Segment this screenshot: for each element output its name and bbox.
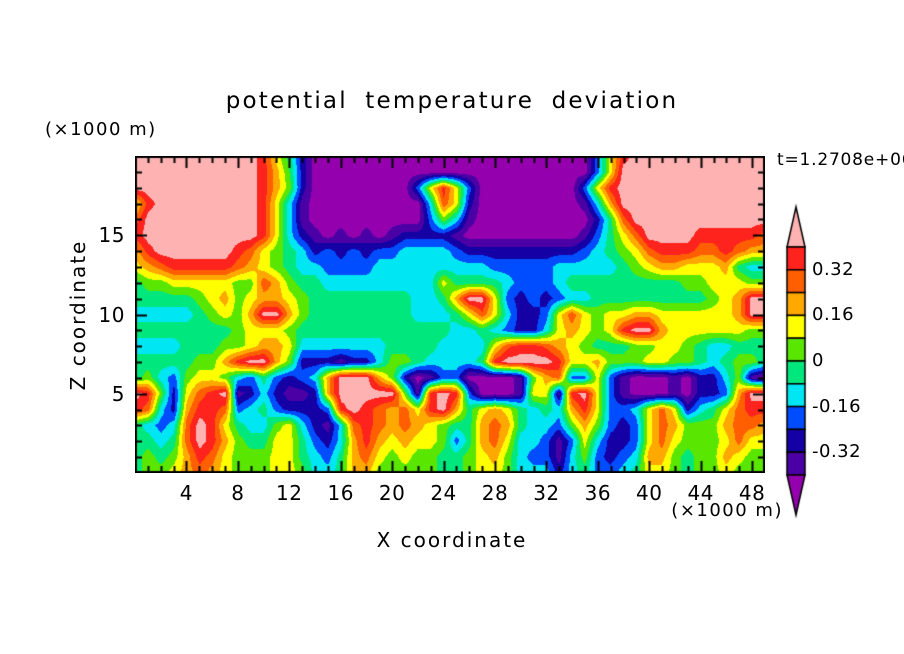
colorbar [779,200,825,530]
x-tick-label: 32 [533,481,560,505]
z-tick-label: 5 [111,381,125,406]
z-tick-label: 15 [98,223,125,248]
x-tick-label: 44 [687,481,714,505]
x-axis-units-label: (×1000 m) [671,500,783,521]
x-tick-label: 20 [378,481,406,505]
plot-title: potential temperature deviation [225,88,679,114]
filled-contour-plot [135,156,765,473]
z-axis-units-label: (×1000 m) [45,119,157,140]
x-tick-label: 16 [327,481,354,505]
x-tick-label: 36 [584,481,612,505]
colorbar-tick-label: -0.16 [812,395,862,417]
colorbar-tick-label: 0 [812,350,824,371]
x-tick-label: 8 [231,481,245,505]
x-tick-label: 12 [276,481,303,505]
x-tick-label: 40 [636,481,663,505]
colorbar-tick-label: 0.32 [812,258,855,280]
x-tick-label: 48 [738,481,766,505]
z-tick-label: 10 [98,302,125,327]
x-tick-label: 24 [430,481,457,505]
time-stamp-label: t=1.2708e+06 [777,150,904,170]
x-tick-label: 28 [481,481,509,505]
x-tick-label: 4 [179,481,194,505]
colorbar-tick-label: -0.32 [812,441,862,463]
x-axis-title: X coordinate [376,528,528,552]
colorbar-tick-label: 0.16 [812,304,855,326]
